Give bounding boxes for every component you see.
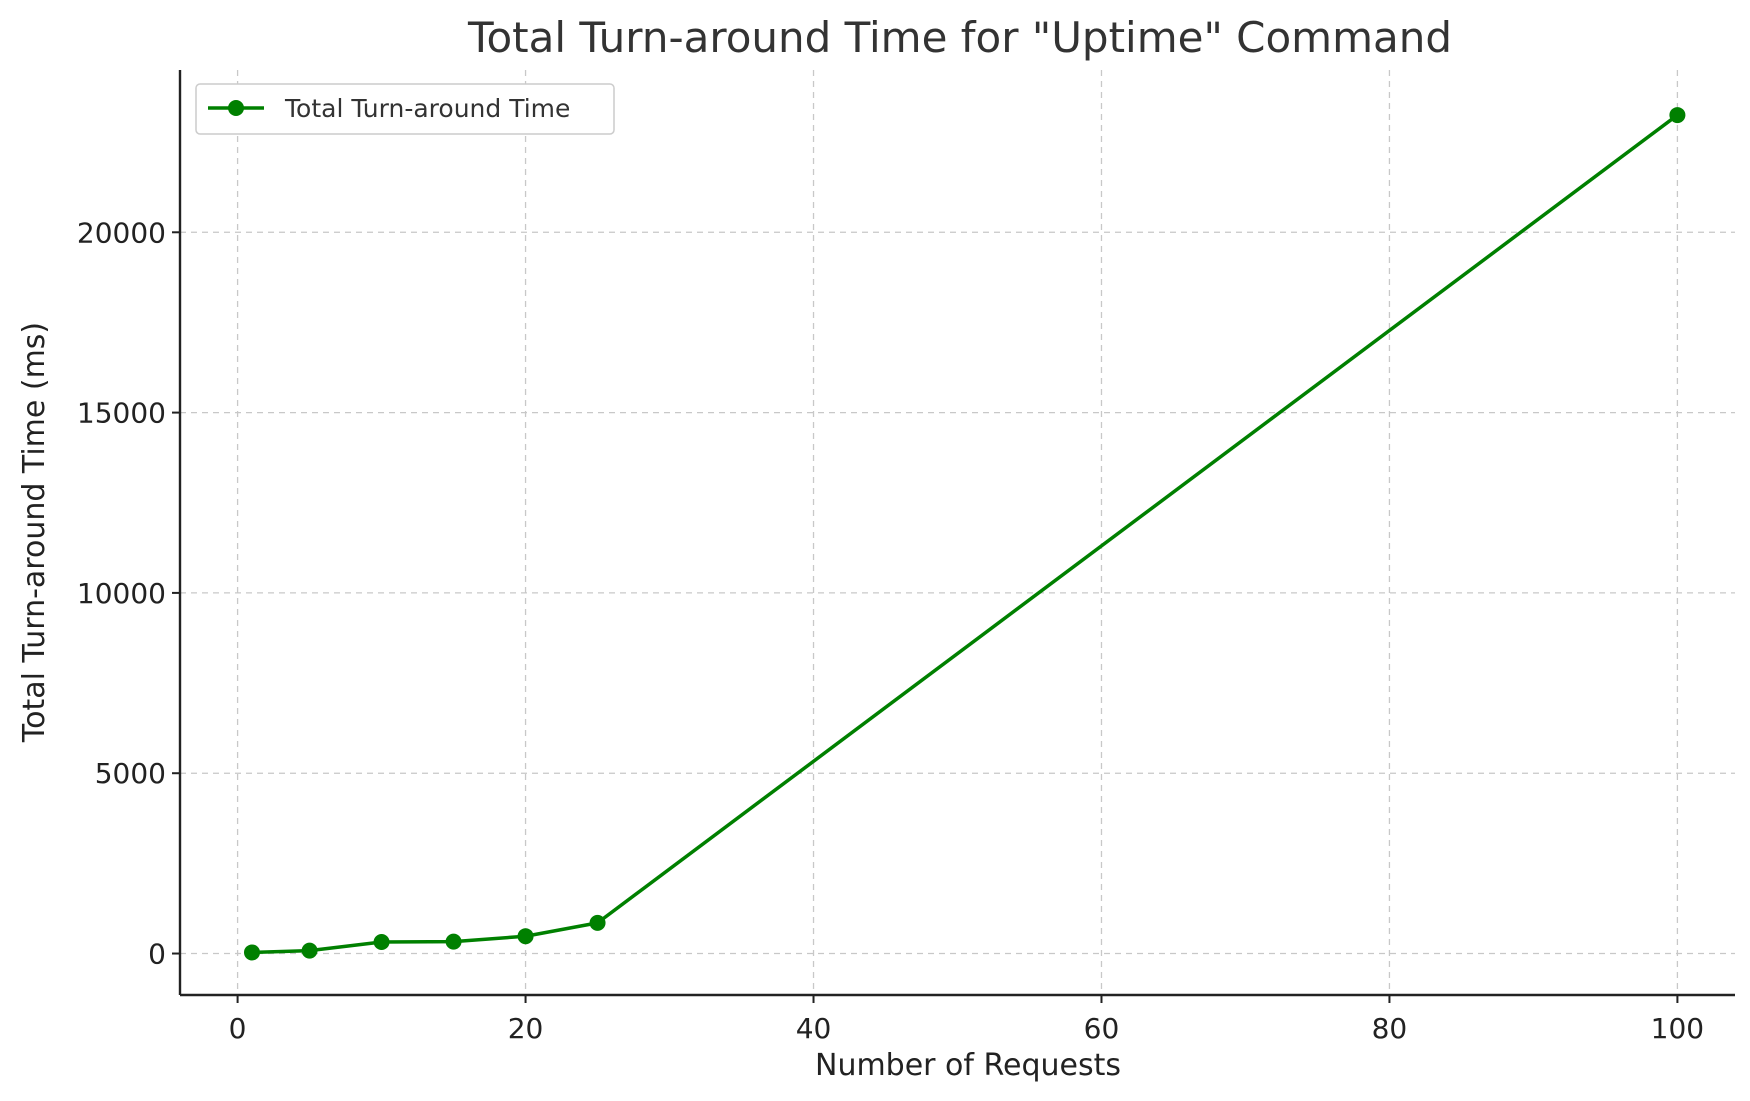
y-tick-label: 10000 xyxy=(77,577,166,610)
x-tick-label: 80 xyxy=(1372,1012,1408,1045)
data-point xyxy=(589,914,606,931)
x-tick-label: 20 xyxy=(508,1012,544,1045)
legend-marker xyxy=(228,100,244,116)
x-tick-label: 100 xyxy=(1651,1012,1704,1045)
y-axis-label: Total Turn-around Time (ms) xyxy=(17,322,52,743)
y-tick-label: 5000 xyxy=(95,757,166,790)
series-line xyxy=(251,113,1679,955)
legend: Total Turn-around Time xyxy=(195,83,615,135)
x-axis-label: Number of Requests xyxy=(815,1048,1121,1083)
x-tick-label: 40 xyxy=(796,1012,832,1045)
data-point xyxy=(1669,107,1686,124)
data-point xyxy=(301,942,318,959)
x-axis-ticks: 0 20 40 60 80 100 xyxy=(229,995,1704,1045)
y-axis-ticks: 0 5000 10000 15000 20000 xyxy=(77,216,180,971)
data-point xyxy=(445,933,462,950)
y-tick-label: 20000 xyxy=(77,216,166,249)
series-layer xyxy=(243,107,1686,961)
y-tick-label: 15000 xyxy=(77,397,166,430)
data-point xyxy=(373,933,390,950)
legend-entry-label: Total Turn-around Time xyxy=(284,94,570,123)
x-tick-label: 60 xyxy=(1084,1012,1120,1045)
legend-box xyxy=(195,83,615,135)
data-point xyxy=(517,928,534,945)
x-tick-label: 0 xyxy=(229,1012,247,1045)
y-tick-label: 0 xyxy=(148,938,166,971)
data-point xyxy=(243,944,260,961)
chart-title: Total Turn-around Time for "Uptime" Comm… xyxy=(467,13,1452,62)
grid-lines xyxy=(180,70,1735,995)
